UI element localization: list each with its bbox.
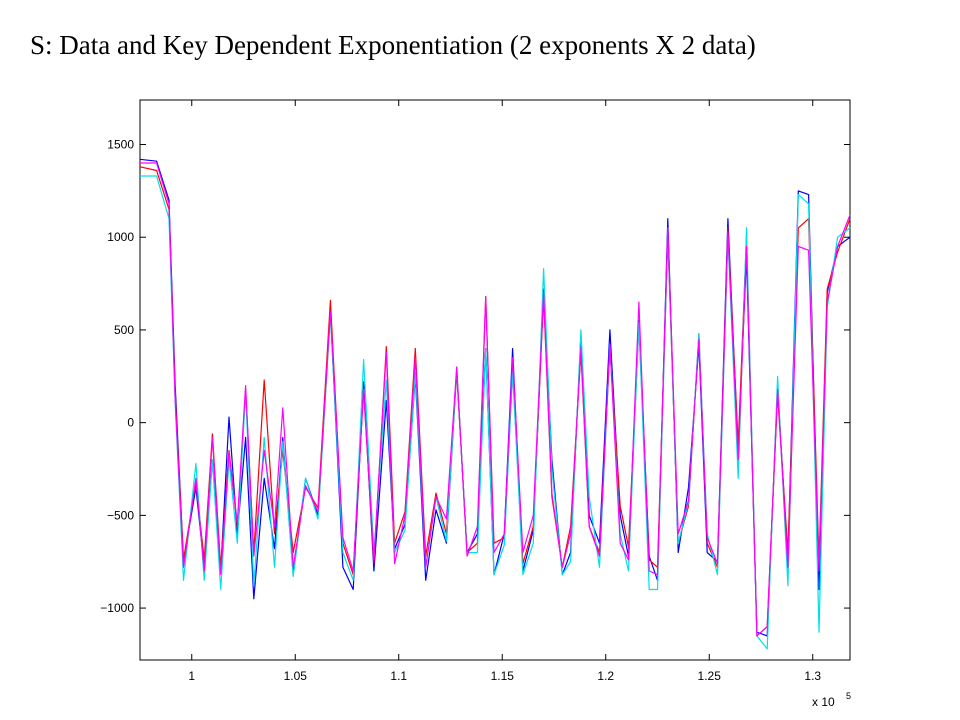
x-tick-label: 1.1: [390, 669, 407, 683]
x-tick-label: 1.2: [597, 669, 614, 683]
x-tick-label: 1: [188, 669, 195, 683]
tick-layer: 1 1.05 1.1 1.15 1.2 1.25 1.3 −1000 −500 0 500 1000 1…: [100, 100, 850, 683]
y-tick-label: 500: [114, 323, 134, 337]
plot-area-frame: [139, 99, 851, 661]
series-layer: [139, 158, 851, 650]
x-exponent-label: x 10: [812, 695, 835, 709]
x-tick-label: 1.05: [284, 669, 308, 683]
x-tick-label: 1.3: [804, 669, 821, 683]
y-tick-label: 0: [127, 416, 134, 430]
y-tick-label: 1000: [107, 230, 134, 244]
y-tick-label: −1000: [100, 601, 134, 615]
x-tick-label: 1.15: [491, 669, 515, 683]
slide-title: S: Data and Key Dependent Exponentiation…: [30, 30, 756, 60]
x-exponent-power: 5: [846, 691, 851, 701]
y-tick-label: −500: [107, 508, 134, 522]
x-tick-label: 1.25: [698, 669, 722, 683]
series-line-4: [140, 162, 851, 637]
y-tick-label: 1500: [107, 138, 134, 152]
